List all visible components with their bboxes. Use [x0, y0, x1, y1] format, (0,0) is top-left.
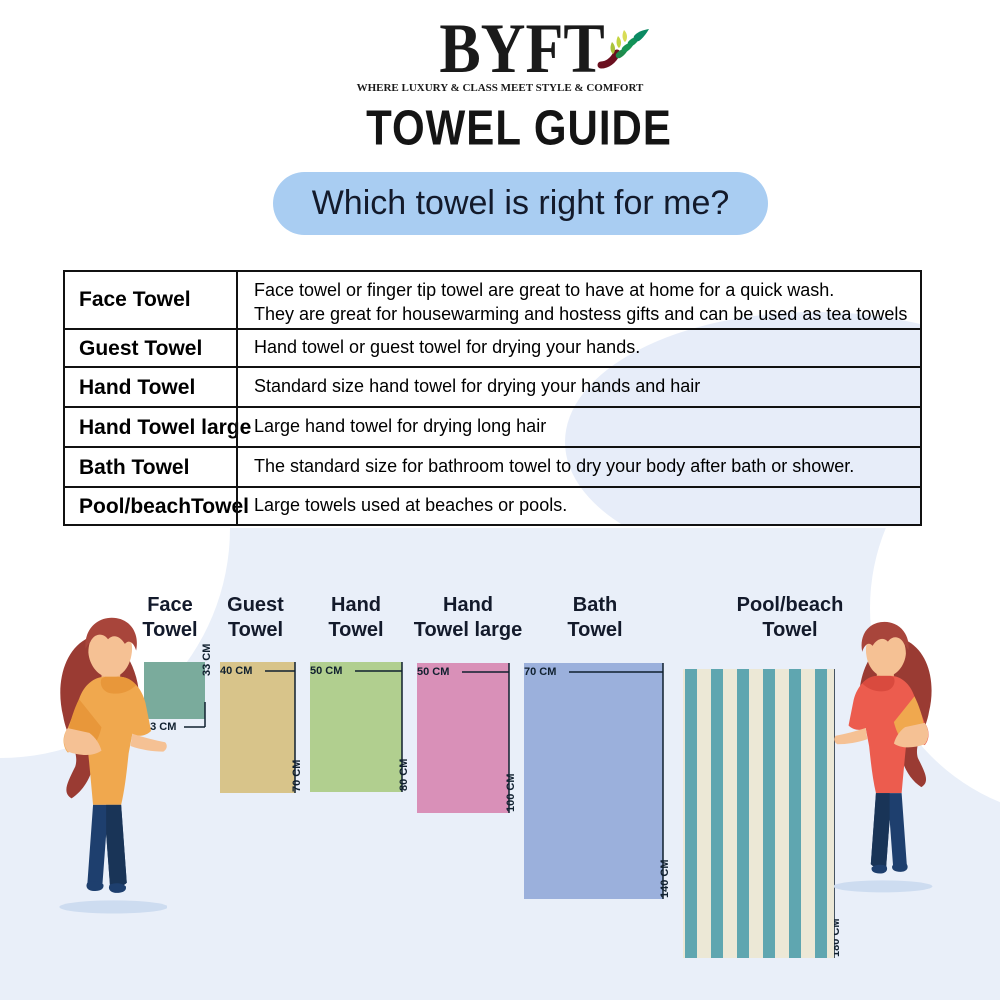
svg-text:40 CM: 40 CM	[220, 665, 252, 677]
svg-text:100 CM: 100 CM	[505, 773, 517, 812]
svg-text:33 CM: 33 CM	[201, 644, 213, 676]
svg-text:50 CM: 50 CM	[417, 666, 449, 678]
svg-text:70 CM: 70 CM	[524, 666, 556, 678]
svg-text:70 CM: 70 CM	[291, 760, 303, 792]
svg-text:140 CM: 140 CM	[659, 859, 671, 898]
svg-text:80 CM: 80 CM	[398, 759, 410, 791]
svg-text:50 CM: 50 CM	[310, 665, 342, 677]
